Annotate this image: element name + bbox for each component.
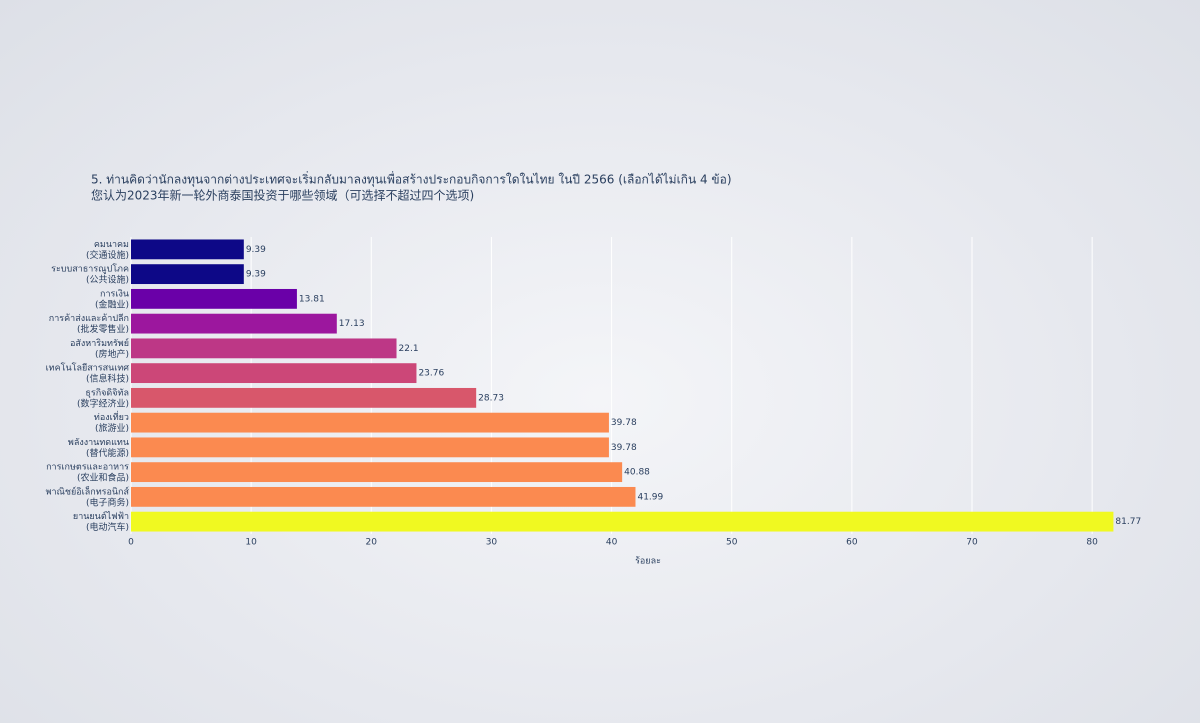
y-tick-label: (交通设施) xyxy=(86,249,129,261)
data-label: 81.77 xyxy=(1115,517,1141,527)
x-tick-label: 60 xyxy=(846,538,858,548)
data-label: 22.1 xyxy=(399,344,419,354)
y-tick-label: คมนาคม xyxy=(94,240,129,250)
chart-subtitle: 您认为2023年新一轮外商泰国投资于哪些领域（可选择不超过四个选项) xyxy=(91,188,474,203)
bar xyxy=(131,387,477,408)
y-tick-label: ธุรกิจดิจิทัล xyxy=(85,387,129,398)
y-tick-label: (替代能源) xyxy=(86,447,129,459)
y-tick-label: ยานยนต์ไฟฟ้า xyxy=(73,510,129,522)
y-tick-label: เทคโนโลยีสารสนเทศ xyxy=(46,363,130,374)
y-tick-label: ท่องเที่ยว xyxy=(94,410,129,423)
y-tick-label: การเกษตรและอาหาร xyxy=(46,463,129,473)
data-label: 9.39 xyxy=(246,270,266,280)
chart-title: 5. ท่านคิดว่านักลงทุนจากต่างประเทศจะเริ่… xyxy=(91,171,732,188)
bar xyxy=(131,288,297,309)
y-tick-label: การเงิน xyxy=(100,288,129,299)
y-tick-label: (电子商务) xyxy=(86,496,129,508)
bar xyxy=(131,486,636,507)
bar xyxy=(131,511,1114,532)
bar xyxy=(131,264,244,285)
data-label: 23.76 xyxy=(418,369,444,379)
y-tick-label: พาณิชย์อิเล็กทรอนิกส์ xyxy=(46,484,130,497)
y-tick-label: (农业和食品) xyxy=(77,472,129,484)
y-tick-label: พลังงานทดแทน xyxy=(68,438,129,448)
y-tick-label: (批发零售业) xyxy=(77,323,129,335)
data-label: 39.78 xyxy=(611,443,637,453)
y-tick-label: (电动汽车) xyxy=(86,521,129,533)
bar xyxy=(131,313,337,334)
bar xyxy=(131,462,623,483)
x-tick-label: 80 xyxy=(1086,538,1098,548)
y-tick-label: อสังหาริมทรัพย์ xyxy=(70,337,129,349)
y-tick-label: (房地产) xyxy=(95,348,129,360)
bar xyxy=(131,239,244,260)
data-label: 28.73 xyxy=(478,393,504,403)
data-label: 41.99 xyxy=(637,492,663,502)
x-tick-label: 50 xyxy=(726,538,738,548)
y-tick-label: การค้าส่งและค้าปลีก xyxy=(49,313,129,324)
y-tick-label: (信息科技) xyxy=(86,373,129,385)
bar xyxy=(131,412,609,433)
x-tick-label: 70 xyxy=(966,538,978,548)
x-tick-label: 20 xyxy=(366,538,378,548)
data-label: 13.81 xyxy=(299,294,325,304)
data-label: 39.78 xyxy=(611,418,637,428)
bar xyxy=(131,338,397,359)
bar xyxy=(131,437,609,458)
y-tick-label: (公共设施) xyxy=(86,274,129,286)
x-tick-label: 30 xyxy=(486,538,498,548)
x-tick-label: 0 xyxy=(128,538,134,548)
bar xyxy=(131,363,417,384)
data-label: 40.88 xyxy=(624,468,650,478)
y-tick-label: (旅游业) xyxy=(95,422,129,434)
x-tick-label: 10 xyxy=(245,538,257,548)
y-tick-label: (金融业) xyxy=(95,298,129,310)
data-label: 9.39 xyxy=(246,245,266,255)
y-tick-label: (数字经济业) xyxy=(77,397,129,409)
data-label: 17.13 xyxy=(339,319,365,329)
y-tick-label: ระบบสาธารณูปโภค xyxy=(51,264,129,275)
x-axis-label: ร้อยละ xyxy=(635,556,661,567)
x-tick-label: 40 xyxy=(606,538,618,548)
